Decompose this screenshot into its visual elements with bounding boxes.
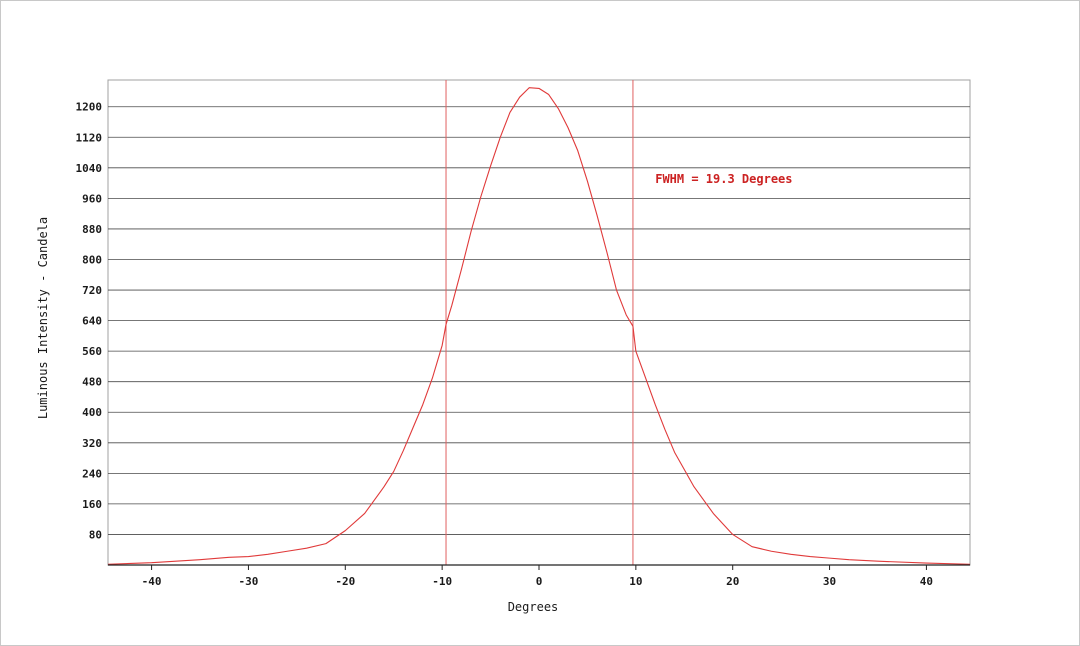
y-tick-label: 1200	[76, 101, 103, 114]
y-tick-label: 960	[82, 192, 102, 205]
x-tick-label: 10	[629, 575, 642, 588]
y-tick-label: 240	[82, 467, 102, 480]
x-tick-label: 0	[536, 575, 543, 588]
y-tick-label: 1040	[76, 162, 103, 175]
x-tick-label: -30	[239, 575, 259, 588]
y-tick-label: 480	[82, 376, 102, 389]
fwhm-annotation: FWHM = 19.3 Degrees	[655, 172, 792, 186]
y-tick-label: 800	[82, 253, 102, 266]
y-tick-label: 720	[82, 284, 102, 297]
x-tick-label: -40	[142, 575, 162, 588]
x-tick-label: 30	[823, 575, 836, 588]
plot-area	[107, 79, 971, 566]
y-tick-labels: 80 160 240 320 400 480 560 640 720 800 880 960 1040 1…	[76, 101, 103, 542]
x-tick-label: 40	[920, 575, 933, 588]
y-tick-label: 880	[82, 223, 102, 236]
x-axis-title: Degrees	[508, 600, 559, 614]
x-tick-labels: -40 -30 -20 -10 0 10 20 30 40	[142, 575, 933, 588]
y-tick-label: 160	[82, 498, 102, 511]
axes	[108, 564, 970, 570]
y-tick-label: 640	[82, 315, 102, 328]
x-tick-label: -10	[432, 575, 452, 588]
y-tick-label: 560	[82, 345, 102, 358]
y-tick-label: 1120	[76, 131, 103, 144]
y-tick-label: 400	[82, 406, 102, 419]
x-tick-label: -20	[335, 575, 355, 588]
series-group	[107, 87, 971, 565]
series-line	[107, 87, 971, 565]
fwhm-lines	[445, 80, 634, 565]
y-axis-title: Luminous Intensity - Candela	[36, 217, 50, 419]
x-tick-label: 20	[726, 575, 739, 588]
grid-lines	[108, 106, 970, 535]
y-tick-label: 320	[82, 437, 102, 450]
y-tick-label: 80	[89, 528, 102, 541]
